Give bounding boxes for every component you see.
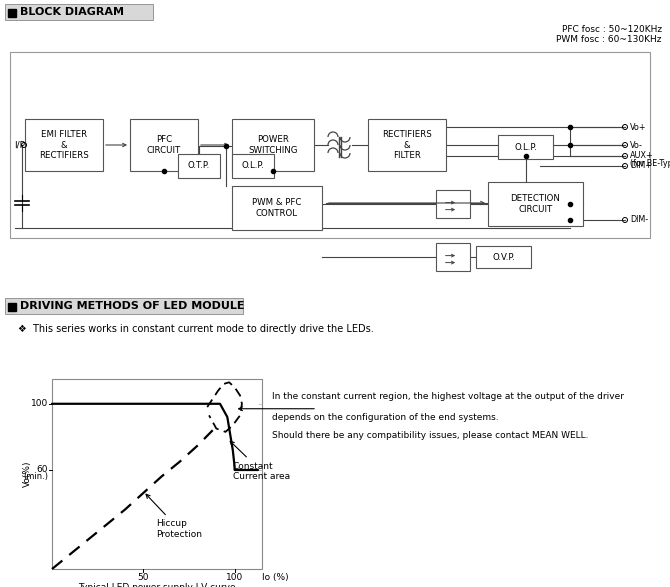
Text: DRIVING METHODS OF LED MODULE: DRIVING METHODS OF LED MODULE [20, 301, 245, 311]
Bar [8, 303, 16, 311]
Bar [488, 182, 583, 226]
Text: AUX+: AUX+ [630, 151, 654, 160]
Text: I/P: I/P [14, 140, 25, 150]
Bar [25, 119, 103, 171]
Text: DIM+: DIM+ [630, 161, 652, 170]
Text: PFC fosc : 50~120KHz
PWM fosc : 60~130KHz: PFC fosc : 50~120KHz PWM fosc : 60~130KH… [557, 25, 662, 45]
Text: Hiccup
Protection: Hiccup Protection [146, 494, 202, 539]
Bar [130, 119, 198, 171]
Text: (min.): (min.) [23, 472, 48, 481]
Text: BLOCK DIAGRAM: BLOCK DIAGRAM [20, 7, 124, 17]
Text: O.T.P.: O.T.P. [188, 161, 210, 170]
Text: RECTIFIERS
&
FILTER: RECTIFIERS & FILTER [382, 130, 432, 160]
Text: DIM-: DIM- [630, 215, 648, 224]
Bar [178, 154, 220, 178]
Bar [232, 154, 274, 178]
Text: PWM & PFC
CONTROL: PWM & PFC CONTROL [253, 198, 302, 218]
Text: Vo+: Vo+ [630, 123, 647, 131]
Text: Should there be any compatibility issues, please contact MEAN WELL.: Should there be any compatibility issues… [272, 431, 588, 440]
Text: Vo(%): Vo(%) [23, 461, 31, 487]
Text: Vo-: Vo- [630, 140, 643, 150]
Bar [8, 9, 16, 17]
Text: depends on the configuration of the end systems.: depends on the configuration of the end … [272, 413, 498, 421]
Bar [10, 52, 650, 238]
Text: 60: 60 [36, 465, 48, 474]
Text: O.L.P.: O.L.P. [514, 143, 537, 151]
Text: ❖  This series works in constant current mode to directly drive the LEDs.: ❖ This series works in constant current … [18, 324, 374, 334]
Text: (for BE-Type): (for BE-Type) [630, 158, 670, 167]
Text: In the constant current region, the highest voltage at the output of the driver: In the constant current region, the high… [272, 392, 624, 401]
Text: POWER
SWITCHING: POWER SWITCHING [249, 135, 297, 155]
Text: O.V.P.: O.V.P. [492, 252, 515, 261]
Text: EMI FILTER
&
RECTIFIERS: EMI FILTER & RECTIFIERS [39, 130, 89, 160]
Text: 100: 100 [31, 399, 48, 409]
Bar [476, 246, 531, 268]
Text: O.L.P.: O.L.P. [242, 161, 265, 170]
Text: 100: 100 [226, 573, 243, 582]
Bar [436, 190, 470, 218]
Bar [5, 4, 153, 20]
Text: Io (%): Io (%) [262, 573, 289, 582]
Text: Constant
Current area: Constant Current area [230, 441, 290, 481]
Text: PFC
CIRCUIT: PFC CIRCUIT [147, 135, 181, 155]
Bar [52, 379, 262, 569]
Bar [232, 119, 314, 171]
Text: DETECTION
CIRCUIT: DETECTION CIRCUIT [511, 194, 560, 214]
Text: Typical LED power supply I-V curve: Typical LED power supply I-V curve [78, 583, 236, 587]
Bar [436, 243, 470, 271]
Bar [5, 298, 243, 314]
Bar [368, 119, 446, 171]
Bar [232, 186, 322, 230]
Bar [498, 135, 553, 159]
Text: 50: 50 [137, 573, 149, 582]
